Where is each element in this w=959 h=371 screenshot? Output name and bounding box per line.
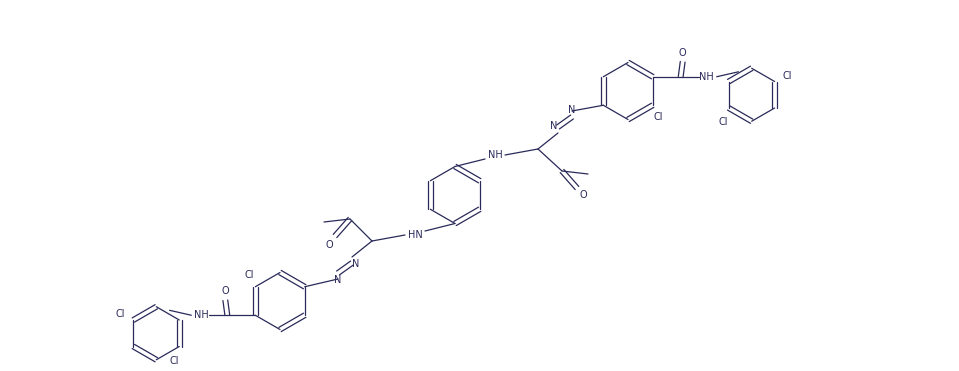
Text: Cl: Cl — [783, 70, 792, 81]
Text: Cl: Cl — [654, 112, 664, 122]
Text: O: O — [325, 240, 333, 250]
Text: NH: NH — [487, 150, 503, 160]
Text: HN: HN — [408, 230, 422, 240]
Text: Cl: Cl — [719, 117, 729, 127]
Text: NH: NH — [194, 310, 209, 320]
Text: N: N — [335, 275, 341, 285]
Text: Cl: Cl — [170, 355, 179, 365]
Text: Cl: Cl — [245, 270, 254, 280]
Text: N: N — [569, 105, 575, 115]
Text: O: O — [579, 190, 587, 200]
Text: O: O — [222, 286, 229, 296]
Text: Cl: Cl — [116, 309, 125, 319]
Text: N: N — [550, 121, 558, 131]
Text: O: O — [679, 48, 687, 58]
Text: NH: NH — [699, 72, 714, 82]
Text: N: N — [352, 259, 360, 269]
